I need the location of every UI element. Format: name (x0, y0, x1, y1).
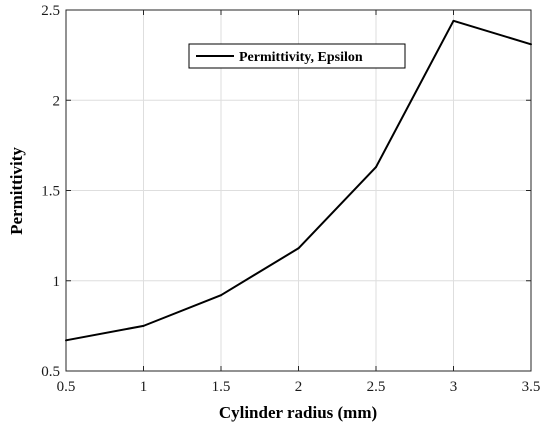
y-tick-label: 2 (53, 93, 61, 109)
y-tick-label: 1.5 (41, 184, 60, 200)
x-tick-label: 3 (450, 379, 458, 395)
series-layer (65, 19, 532, 342)
data-point (297, 247, 300, 250)
data-point (220, 294, 222, 297)
data-point (375, 166, 377, 169)
x-tick-label: 1.5 (212, 379, 231, 395)
legend-label: Permittivity, Epsilon (239, 50, 363, 65)
y-axis-title: Permittivity (7, 147, 26, 235)
y-tick-label: 2.5 (41, 3, 60, 19)
data-point (142, 324, 145, 327)
tick-marks (65, 9, 532, 372)
y-tick-label: 1 (53, 274, 61, 290)
x-tick-labels: 0.5 1 1.5 2 2.5 3 3.5 (57, 379, 541, 395)
y-tick-labels: 0.5 1 1.5 2 2.5 (41, 3, 60, 380)
x-tick-label: 3.5 (522, 379, 541, 395)
data-point (452, 19, 455, 22)
legend: Permittivity, Epsilon (188, 43, 406, 69)
x-tick-label: 2 (295, 379, 303, 395)
x-axis-title: Cylinder radius (mm) (219, 403, 377, 422)
x-tick-label: 0.5 (57, 379, 76, 395)
data-point (65, 339, 67, 342)
x-tick-label: 2.5 (367, 379, 386, 395)
data-point (530, 43, 532, 46)
x-tick-label: 1 (140, 379, 148, 395)
y-tick-label: 0.5 (41, 364, 60, 380)
